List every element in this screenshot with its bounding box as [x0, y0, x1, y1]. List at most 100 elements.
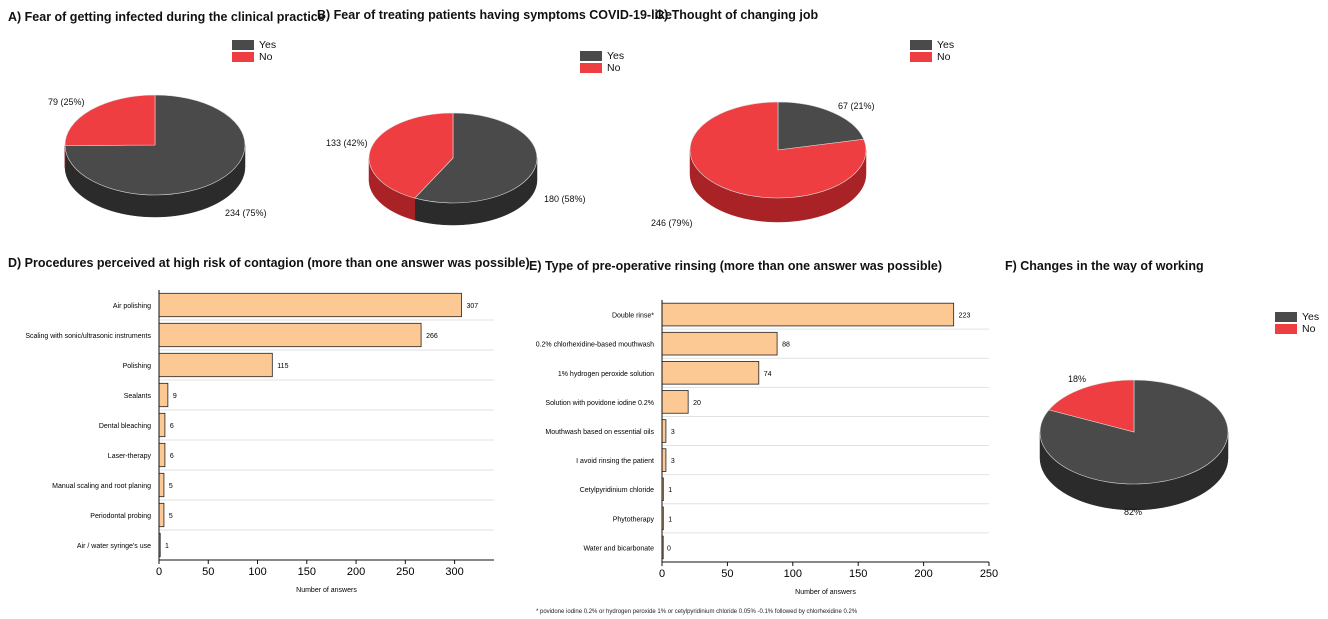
- bar: [158, 472, 165, 498]
- x-axis-label: Number of answers: [795, 589, 856, 596]
- pie-b-label-yes: 180 (58%): [544, 194, 586, 204]
- footnote: * povidone iodine 0.2% or hydrogen perox…: [536, 609, 858, 615]
- category-label: Periodontal probing: [90, 513, 151, 520]
- pie-chart-f: [1039, 379, 1229, 511]
- category-label: Dental bleaching: [99, 423, 151, 430]
- legend-swatch-yes: [580, 51, 602, 61]
- legend-swatch-yes: [910, 40, 932, 50]
- pie-chart-a: [64, 94, 246, 218]
- x-tick-label: 100: [248, 566, 266, 578]
- x-tick-label: 200: [347, 566, 365, 578]
- data-label: 6: [170, 423, 174, 430]
- legend-label-no: No: [1302, 323, 1316, 335]
- category-label: Polishing: [123, 363, 152, 370]
- data-label: 88: [782, 342, 790, 349]
- data-label: 115: [277, 363, 288, 370]
- pie-a-label-yes: 234 (75%): [225, 208, 267, 218]
- legend-a: Yes No: [232, 39, 276, 63]
- category-label: Water and bicarbonate: [583, 545, 654, 552]
- legend-label-yes: Yes: [937, 39, 955, 51]
- data-label: 223: [959, 313, 971, 320]
- pie-slice-no: [689, 101, 867, 199]
- x-axis-label: Number of answers: [296, 587, 357, 594]
- x-tick-label: 150: [849, 568, 867, 580]
- legend-swatch-no: [910, 52, 932, 62]
- bar: [158, 442, 166, 468]
- legend-swatch-yes: [1275, 312, 1297, 322]
- panel-d-title: D) Procedures perceived at high risk of …: [8, 256, 530, 270]
- legend-label-no: No: [937, 51, 951, 63]
- x-tick-label: 50: [202, 566, 214, 578]
- x-tick-label: 200: [914, 568, 932, 580]
- legend-b: Yes No: [580, 50, 624, 74]
- bar: [661, 390, 689, 414]
- category-label: Air polishing: [113, 303, 151, 310]
- pie-f-label-no: 18%: [1068, 374, 1087, 384]
- category-label: Sealants: [124, 393, 152, 400]
- x-tick-label: 250: [980, 568, 998, 580]
- data-label: 20: [693, 400, 701, 407]
- pie-chart-c: [689, 101, 867, 223]
- pie-chart-b: [368, 112, 538, 226]
- category-label: Double rinse*: [612, 313, 654, 320]
- panel-f-title: F) Changes in the way of working: [1005, 259, 1204, 273]
- bar: [158, 352, 273, 378]
- category-label: I avoid rinsing the patient: [576, 458, 654, 465]
- panel-c-title: C) Thought of changing job: [655, 8, 819, 22]
- pie-slice-no: [64, 94, 156, 147]
- data-label: 3: [671, 458, 675, 465]
- legend-swatch-no: [232, 52, 254, 62]
- data-label: 1: [165, 543, 169, 550]
- bar: [158, 322, 422, 348]
- panel-a-title: A) Fear of getting infected during the c…: [8, 10, 325, 24]
- data-label: 0: [667, 545, 671, 552]
- data-label: 1: [668, 516, 672, 523]
- legend-label-yes: Yes: [259, 39, 277, 51]
- category-label: Cetylpyridinium chloride: [580, 487, 654, 494]
- category-label: Laser-therapy: [108, 453, 152, 460]
- legend-swatch-no: [580, 63, 602, 73]
- bar-chart-e: Double rinse* 223 0.2% chlorhexidine-based…: [536, 300, 998, 596]
- data-label: 74: [764, 371, 772, 378]
- pie-slice-no: [368, 112, 454, 199]
- data-label: 5: [169, 513, 173, 520]
- pie-slice-yes: [1039, 379, 1229, 485]
- bar: [158, 412, 166, 438]
- data-label: 1: [668, 487, 672, 494]
- bar: [661, 302, 955, 327]
- pie-a-label-no: 79 (25%): [48, 97, 85, 107]
- x-tick-label: 250: [396, 566, 414, 578]
- pie-slice-yes: [777, 101, 865, 151]
- data-label: 3: [671, 429, 675, 436]
- legend-label-yes: Yes: [1302, 311, 1320, 323]
- x-tick-label: 0: [659, 568, 665, 580]
- pie-f-label-yes: 82%: [1124, 507, 1143, 517]
- bar: [661, 448, 667, 472]
- legend-f: Yes No: [1275, 311, 1319, 335]
- x-tick-label: 0: [156, 566, 162, 578]
- category-label: 0.2% chlorhexidine-based mouthwash: [536, 342, 654, 349]
- legend-swatch-yes: [232, 40, 254, 50]
- category-label: Solution with povidone iodine 0.2%: [545, 400, 654, 407]
- x-tick-label: 50: [721, 568, 733, 580]
- data-label: 266: [426, 333, 438, 340]
- category-label: Mouthwash based on essential oils: [545, 429, 654, 436]
- bar: [158, 502, 165, 528]
- bar-chart-d: Air polishing 307 Scaling with sonic/ultra…: [25, 290, 494, 594]
- x-tick-label: 300: [445, 566, 463, 578]
- category-label: Scaling with sonic/ultrasonic instrument…: [25, 333, 151, 340]
- category-label: Phytotherapy: [613, 516, 655, 523]
- data-label: 9: [173, 393, 177, 400]
- data-label: 5: [169, 483, 173, 490]
- data-label: 307: [466, 303, 478, 310]
- pie-slice-yes: [414, 112, 538, 204]
- category-label: 1% hydrogen peroxide solution: [558, 371, 654, 378]
- pie-b-label-no: 133 (42%): [326, 138, 368, 148]
- legend-c: Yes No: [910, 39, 954, 63]
- bar: [158, 382, 169, 408]
- legend-label-yes: Yes: [607, 50, 625, 62]
- bar: [661, 419, 667, 443]
- bar: [661, 331, 778, 356]
- bar: [661, 361, 760, 385]
- x-tick-label: 100: [784, 568, 802, 580]
